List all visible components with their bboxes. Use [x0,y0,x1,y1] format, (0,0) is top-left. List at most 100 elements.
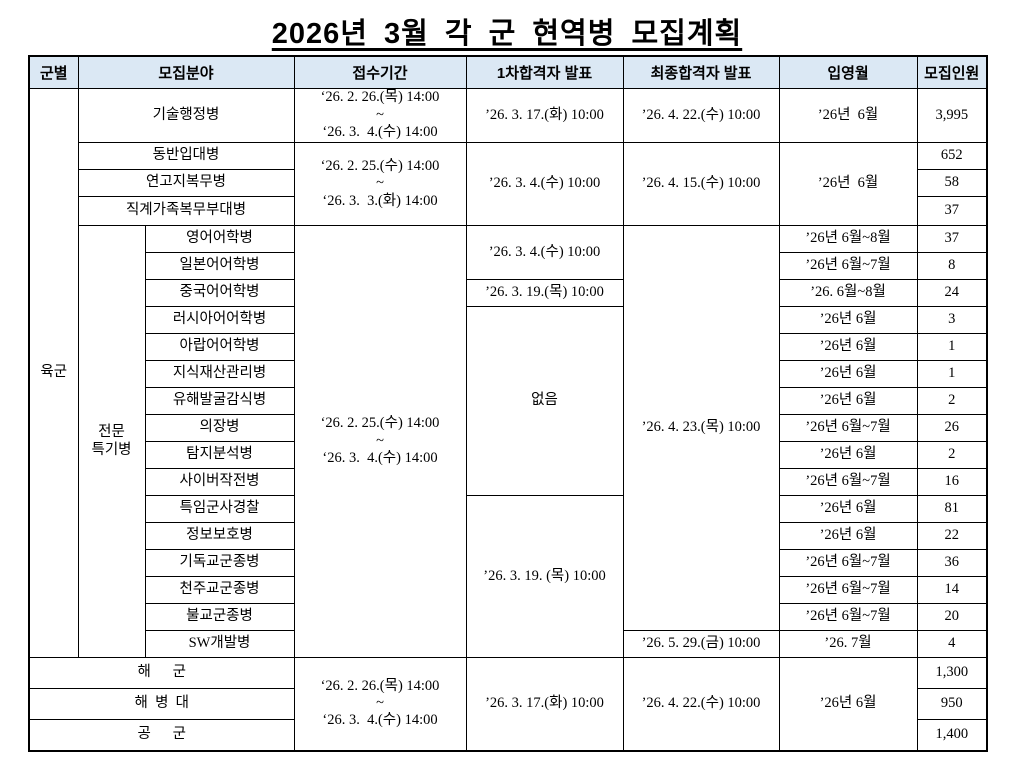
column-header: 모집인원 [916,55,988,89]
cell-first-pass: ’26. 3. 17.(화) 10:00 [465,657,624,751]
cell-enlist-month: ’26년 6월 [778,495,918,523]
cell-field-group: 전문 특기병 [77,225,146,658]
cell-period: ‘26. 2. 26.(목) 14:00 ~ ‘26. 3. 4.(수) 14:… [293,657,467,751]
column-header: 최종합격자 발표 [622,55,780,89]
cell-field: 특임군사경찰 [144,495,295,523]
cell-count: 3 [916,306,988,334]
cell-enlist-month: ’26년 6월~7월 [778,603,918,631]
cell-final-pass: ’26. 4. 23.(목) 10:00 [622,225,780,631]
recruitment-table: 군별 모집분야 접수기간 1차합격자 발표 최종합격자 발표 입영월 모집인원 육군 기술행정… [28,55,989,752]
table-row: 해 병 대 950 [28,688,988,720]
cell-enlist-month: ’26년 6월 [778,441,918,469]
table-row: 아랍어어학병 ’26년 6월 1 [29,333,988,361]
cell-period: ‘26. 2. 26.(목) 14:00 ~ ‘26. 3. 4.(수) 14:… [293,88,467,143]
cell-enlist-month: ’26년 6월~7월 [778,468,918,496]
cell-count: 22 [916,522,988,550]
cell-first-pass: ’26. 3. 4.(수) 10:00 [465,142,624,226]
cell-enlist-month: ’26. 6월~8월 [778,279,918,307]
page-title: 2026년 3월 각 군 현역병 모집계획 [271,18,743,50]
cell-count: 1,300 [916,657,988,689]
cell-enlist-month: ’26. 7월 [778,630,918,658]
cell-enlist-month: ’26년 6월 [778,387,918,415]
table-row: 지식재산관리병 ’26년 6월 1 [29,360,988,388]
cell-branch: 해 군 [28,657,295,689]
cell-first-pass: ’26. 3. 19.(목) 10:00 [465,279,624,307]
cell-enlist-month: ’26년 6월~7월 [778,549,918,577]
cell-count: 24 [916,279,988,307]
cell-count: 3,995 [916,88,988,143]
table-row: 특임군사경찰 ’26. 3. 19. (목) 10:00 ’26년 6월 81 [29,495,988,658]
cell-field: 중국어어학병 [144,279,295,307]
cell-field: 불교군종병 [144,603,295,631]
cell-final-pass: ’26. 4. 22.(수) 10:00 [622,88,780,143]
table-row: SW개발병 ’26. 5. 29.(금) 10:00’26. 7월 4 [29,630,988,658]
cell-count: 1,400 [916,719,988,751]
cell-branch: 해 병 대 [28,688,295,720]
cell-enlist-month: ’26년 6월 [778,522,918,550]
cell-field: 연고지복무병 [77,169,295,197]
table-body: 육군 기술행정병 ‘26. 2. 26.(목) 14:00 ~ ‘26. 3. 4.… [28,88,988,751]
table-row: 탐지분석병 ’26년 6월 2 [29,441,988,469]
cell-enlist-month: ’26년 6월~7월 [778,252,918,280]
cell-enlist-month: ’26년 6월~7월 [778,414,918,442]
cell-enlist-month: ’26년 6월 [778,142,918,226]
table-row: 연고지복무병 58 [29,169,988,197]
cell-enlist-month: ’26년 6월 [778,333,918,361]
cell-count: 4 [916,630,988,658]
cell-count: 20 [916,603,988,631]
cell-field: 탐지분석병 [144,441,295,469]
cell-count: 36 [916,549,988,577]
cell-enlist-month: ’26년 6월 [778,88,918,143]
column-header: 모집분야 [77,55,295,89]
cell-count: 652 [916,142,988,170]
column-header: 접수기간 [293,55,467,89]
table-row: 정보보호병 ’26년 6월 22 [29,522,988,550]
cell-branch: 공 군 [28,719,295,751]
cell-field: 유해발굴감식병 [144,387,295,415]
table-row: 중국어어학병 ’26. 3. 19.(목) 10:00 ’26. 6월~8월 24 [29,279,988,307]
cell-field: 동반입대병 [77,142,295,170]
cell-field: 사이버작전병 [144,468,295,496]
cell-count: 8 [916,252,988,280]
cell-count: 37 [916,196,988,226]
cell-count: 2 [916,441,988,469]
cell-count: 37 [916,225,988,253]
table-row: 일본어어학병 ’26년 6월~7월 8 [29,252,988,280]
column-header: 군별 [28,55,79,89]
cell-first-pass: 없음 [465,306,624,496]
cell-field: SW개발병 [144,630,295,658]
cell-final-pass: ’26. 4. 15.(수) 10:00 [622,142,780,226]
table-row: 동반입대병 ‘26. 2. 25.(수) 14:00 ~ ‘26. 3. 3.(화… [29,142,988,226]
cell-field: 영어어학병 [144,225,295,253]
cell-field: 직계가족복무부대병 [77,196,295,226]
cell-field: 기독교군종병 [144,549,295,577]
cell-final-pass: ’26. 5. 29.(금) 10:00 [622,630,780,658]
cell-field: 정보보호병 [144,522,295,550]
cell-enlist-month: ’26년 6월~8월 [778,225,918,253]
cell-first-pass: ’26. 3. 4.(수) 10:00 [465,225,624,280]
column-header: 입영월 [778,55,918,89]
cell-first-pass: ’26. 3. 17.(화) 10:00 [465,88,624,143]
cell-count: 14 [916,576,988,604]
table-header: 군별 모집분야 접수기간 1차합격자 발표 최종합격자 발표 입영월 모집인원 [28,55,988,89]
table-row: 유해발굴감식병 ’26년 6월 2 [29,387,988,415]
cell-count: 81 [916,495,988,523]
cell-count: 2 [916,387,988,415]
cell-count: 1 [916,360,988,388]
header-row: 군별 모집분야 접수기간 1차합격자 발표 최종합격자 발표 입영월 모집인원 [28,55,988,89]
cell-final-pass: ’26. 4. 22.(수) 10:00 [622,657,780,751]
cell-first-pass: ’26. 3. 19. (목) 10:00 [465,495,624,658]
cell-period: ‘26. 2. 25.(수) 14:00 ~ ‘26. 3. 3.(화) 14:… [293,142,467,226]
column-header: 1차합격자 발표 [465,55,624,89]
cell-field: 러시아어어학병 [144,306,295,334]
table-row: 육군 기술행정병 ‘26. 2. 26.(목) 14:00 ~ ‘26. 3. 4.… [28,88,988,658]
cell-enlist-month: ’26년 6월 [778,360,918,388]
cell-field: 의장병 [144,414,295,442]
cell-branch: 육군 [28,88,79,658]
table-row: 러시아어어학병 없음 ’26년 6월 3 [29,306,988,496]
table-row: 공 군 1,400 [28,719,988,751]
table-row: 전문 특기병 영어어학병 ‘26. 2. 25.(수) 14:00 ~ ‘26. 3… [29,225,988,658]
table-row: 해 군 ‘26. 2. 26.(목) 14:00 ~ ‘26. 3. 4.(수) … [28,657,988,751]
cell-enlist-month: ’26년 6월~7월 [778,576,918,604]
cell-field: 천주교군종병 [144,576,295,604]
